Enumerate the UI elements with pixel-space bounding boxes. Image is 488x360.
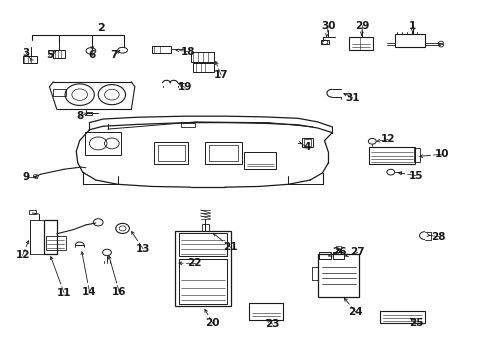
Text: 29: 29 [355,21,369,31]
Bar [332,252,343,259]
Bar [201,225,209,231]
Bar [181,123,194,127]
Bar [394,35,424,46]
Bar [178,233,227,256]
Bar [413,148,419,162]
Bar [249,303,282,320]
Bar [335,246,340,249]
Text: 26: 26 [332,247,346,257]
Bar [244,152,276,169]
Text: 2: 2 [97,23,104,33]
Text: 11: 11 [57,288,71,298]
Text: 20: 20 [205,319,220,328]
Text: 19: 19 [178,82,192,93]
Text: 1: 1 [408,21,415,31]
Text: 24: 24 [347,307,362,317]
Text: 30: 30 [321,21,335,31]
Text: 6: 6 [88,50,96,60]
Bar [319,252,330,259]
Bar [29,210,36,214]
Bar [175,231,231,306]
Bar [205,142,242,164]
Bar [22,55,37,63]
Text: 18: 18 [181,46,195,57]
Bar [53,89,65,96]
Bar [46,235,65,250]
Text: 15: 15 [408,171,423,181]
Text: 4: 4 [303,142,310,152]
Bar [178,259,227,304]
Bar [190,51,214,62]
Text: 13: 13 [136,244,150,254]
Bar [152,46,171,53]
Bar [158,145,184,161]
Text: 5: 5 [46,50,53,60]
Text: 22: 22 [187,258,202,268]
Text: 3: 3 [22,48,30,58]
Text: 9: 9 [23,172,30,182]
Bar [86,112,92,116]
Bar [154,142,188,164]
Text: 31: 31 [345,93,359,103]
Text: 10: 10 [434,149,448,159]
Text: 16: 16 [112,287,126,297]
Bar [348,37,372,50]
Bar [302,138,312,147]
Bar [303,139,310,146]
Text: 23: 23 [265,319,280,329]
Bar [317,254,358,297]
Text: 27: 27 [349,247,364,257]
Text: 28: 28 [430,232,445,242]
Bar [84,132,121,155]
Bar [321,40,328,44]
Text: 8: 8 [76,111,83,121]
Bar [209,145,237,161]
Text: 7: 7 [110,50,117,60]
Bar [193,63,213,72]
Text: 17: 17 [213,70,228,80]
Text: 21: 21 [223,242,238,252]
Text: 14: 14 [82,287,97,297]
Text: 12: 12 [15,250,30,260]
Bar [368,147,414,164]
Bar [53,50,65,58]
Text: 12: 12 [380,135,395,144]
Text: 25: 25 [408,319,423,328]
Bar [379,311,424,323]
